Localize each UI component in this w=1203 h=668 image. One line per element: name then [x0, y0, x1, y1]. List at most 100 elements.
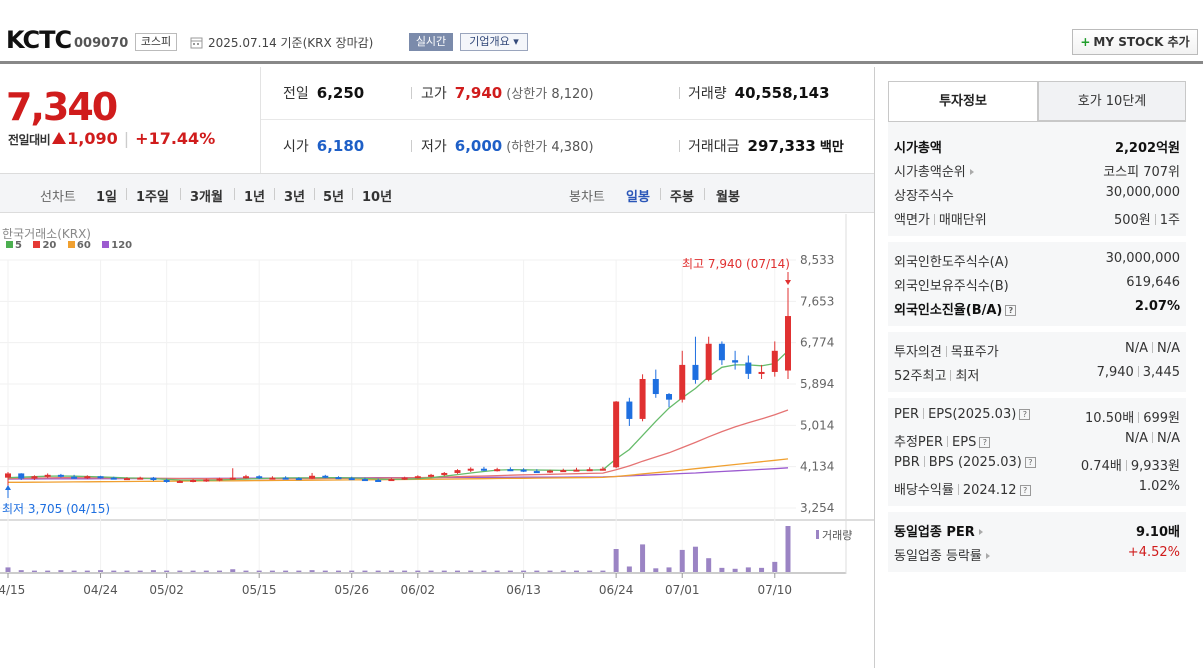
volume-bar — [772, 561, 778, 572]
info-row[interactable]: PER EPS(2025.03)? 10.50배 699원 — [894, 404, 1180, 428]
candle-body — [375, 480, 382, 483]
separator — [274, 188, 275, 200]
volume-bar — [600, 570, 606, 572]
chevron-right-icon[interactable] — [985, 553, 990, 559]
volume-bar — [137, 570, 143, 572]
price-chart[interactable]: 한국거래소(KRX) 5 20 60 120 8,533 7,653 6,774 5,… — [0, 214, 874, 668]
info-key-cell: 시가총액순위 — [894, 161, 974, 180]
volume-bar — [322, 570, 328, 572]
info-value-cell: 7,940 3,445 — [1097, 365, 1180, 380]
info-key-sub: 매매단위 — [938, 213, 987, 228]
my-stock-add-button[interactable]: + MY STOCK 추가 — [1072, 29, 1198, 55]
info-value: 코스피 707위 — [1103, 165, 1180, 180]
candle-body — [361, 479, 368, 482]
investment-info-panel: 투자정보 호가 10단계 시가총액 2,202억원 시가총액순위 코스피 707위 상장… — [874, 67, 1203, 668]
trade-amount: 거래대금 297,333 백만 — [688, 136, 844, 156]
y-tick-label: 5,014 — [800, 418, 834, 432]
candle-body — [256, 476, 263, 479]
separator — [1137, 366, 1139, 377]
info-key-sub: EPS(2025.03) — [928, 407, 1017, 422]
tab-investment-info[interactable]: 투자정보 — [888, 81, 1038, 121]
x-tick-label: 05/15 — [242, 583, 277, 597]
ma-label: 5 — [15, 240, 22, 251]
volume-bar — [375, 570, 381, 572]
volume-bar — [613, 549, 619, 572]
market-badge: 코스피 — [135, 33, 177, 51]
volume: 거래량 40,558,143 — [688, 83, 830, 103]
volume-bar — [309, 570, 315, 572]
volume-bar — [98, 570, 104, 572]
info-row[interactable]: 추정PER EPS? N/A N/A — [894, 428, 1180, 452]
trade-amount-unit: 백만 — [819, 140, 844, 155]
info-key: 추정PER — [894, 435, 944, 450]
tab-daily[interactable]: 일봉 — [626, 190, 650, 205]
info-group: 외국인한도주식수(A) 30,000,000 외국인보유주식수(B) 619,646 외… — [888, 242, 1186, 326]
info-key: 52주최고 — [894, 369, 947, 384]
volume-bar — [388, 570, 394, 572]
tab-10y[interactable]: 10년 — [362, 190, 393, 205]
low-value: 6,000 — [454, 137, 503, 155]
separator — [933, 214, 935, 225]
divider — [260, 67, 261, 173]
candle-body — [388, 479, 395, 482]
separator — [352, 188, 353, 200]
change-value: 1,090 — [67, 129, 118, 148]
info-key-cell: 외국인보유주식수(B) — [894, 275, 1009, 294]
info-value: 9.10배 — [1135, 525, 1180, 540]
info-row[interactable]: PBR BPS (2025.03)? 0.74배 9,933원 — [894, 452, 1180, 476]
tab-3y[interactable]: 3년 — [284, 190, 306, 205]
ma-swatch — [67, 241, 75, 248]
candle-body — [507, 469, 514, 472]
volume-bar — [203, 570, 209, 572]
info-row[interactable]: 시가총액순위 코스피 707위 — [894, 158, 1180, 182]
low-label: 저가 — [421, 139, 447, 155]
company-overview-dropdown[interactable]: 기업개요 ▾ — [460, 33, 528, 51]
info-value: 1.02% — [1138, 479, 1180, 494]
tab-1w[interactable]: 1주일 — [136, 190, 169, 205]
separator — [945, 346, 947, 357]
separator — [923, 456, 925, 467]
info-value-sub: 3,445 — [1142, 365, 1180, 380]
chevron-right-icon[interactable] — [969, 169, 974, 175]
candle-body — [441, 472, 448, 475]
info-row[interactable]: 배당수익률 2024.12? 1.02% — [894, 476, 1180, 500]
info-row[interactable]: 동일업종 등락률 +4.52% — [894, 542, 1180, 566]
separator — [704, 188, 705, 200]
tab-1y[interactable]: 1년 — [244, 190, 266, 205]
info-value-cell: 코스피 707위 — [1103, 161, 1180, 180]
high-arrow-head — [785, 280, 791, 285]
candle-body — [785, 316, 791, 371]
volume-bar — [587, 570, 593, 572]
info-group: 동일업종 PER 9.10배 동일업종 등락률 +4.52% — [888, 512, 1186, 572]
info-value: 30,000,000 — [1105, 185, 1180, 200]
info-row[interactable]: 동일업종 PER 9.10배 — [894, 518, 1180, 542]
volume-bar — [626, 566, 632, 572]
help-icon[interactable]: ? — [1019, 485, 1031, 496]
help-icon[interactable]: ? — [1024, 457, 1036, 468]
volume-bar — [296, 570, 302, 572]
candle-body — [242, 476, 249, 479]
volume-bar — [45, 570, 51, 572]
candle-body — [348, 478, 355, 481]
tab-3m[interactable]: 3개월 — [190, 190, 223, 205]
info-value-cell: 1.02% — [1139, 479, 1180, 494]
volume-bar — [692, 546, 698, 572]
info-row[interactable]: 외국인소진율(B/A)? 2.07% — [894, 296, 1180, 320]
help-icon[interactable]: ? — [979, 437, 991, 448]
info-key-cell: PBR BPS (2025.03)? — [894, 455, 1036, 470]
realtime-button[interactable]: 실시간 — [409, 33, 453, 51]
tab-monthly[interactable]: 월봉 — [716, 190, 740, 205]
high-label: 고가 — [421, 86, 447, 102]
tab-orderbook-10[interactable]: 호가 10단계 — [1038, 81, 1186, 121]
info-value-cell: N/A N/A — [1125, 431, 1180, 446]
help-icon[interactable]: ? — [1019, 409, 1031, 420]
ma-legend: 5 20 60 120 — [6, 240, 140, 251]
help-icon[interactable]: ? — [1005, 305, 1017, 316]
tab-5y[interactable]: 5년 — [323, 190, 345, 205]
chart-canvas[interactable]: 8,533 7,653 6,774 5,894 5,014 4,134 3,254 04/15… — [0, 214, 874, 668]
chevron-right-icon[interactable] — [978, 529, 983, 535]
tab-weekly[interactable]: 주봉 — [670, 190, 694, 205]
info-value-cell: 619,646 — [1126, 275, 1180, 290]
tab-1d[interactable]: 1일 — [96, 190, 118, 205]
candle-body — [31, 476, 38, 479]
